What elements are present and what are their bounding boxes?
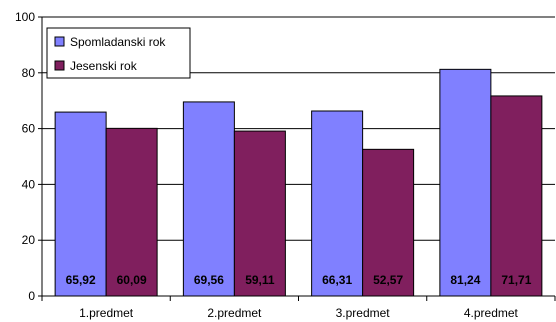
bar bbox=[54, 111, 107, 297]
legend-swatch-spomladanski bbox=[54, 36, 65, 47]
bars: 65,92 60,09 69,56 59,11 66,31 52,57 81,24 71,71 bbox=[54, 68, 543, 297]
bar bbox=[233, 130, 286, 297]
bar-value-label: 52,57 bbox=[373, 273, 403, 287]
legend-box bbox=[46, 27, 191, 79]
y-tick-label: 40 bbox=[22, 177, 36, 191]
x-tick-label: 1.predmet bbox=[79, 306, 134, 320]
bar-value-label: 60,09 bbox=[117, 273, 147, 287]
bar bbox=[105, 127, 158, 297]
bar-value-label: 66,31 bbox=[322, 273, 352, 287]
bar bbox=[311, 110, 364, 297]
bar bbox=[182, 101, 235, 297]
legend-swatch-jesenski bbox=[54, 60, 65, 71]
legend-label-jesenski: Jesenski rok bbox=[70, 59, 138, 73]
legend-label-spomladanski: Spomladanski rok bbox=[70, 35, 166, 49]
y-tick-label: 60 bbox=[22, 122, 36, 136]
bar-value-label: 69,56 bbox=[194, 273, 224, 287]
bar-value-label: 59,11 bbox=[245, 273, 275, 287]
bar-value-label: 81,24 bbox=[450, 273, 480, 287]
x-tick-label: 4.predmet bbox=[464, 306, 519, 320]
y-tick-label: 100 bbox=[15, 10, 35, 24]
bar-value-label: 65,92 bbox=[66, 273, 96, 287]
bar bbox=[439, 68, 492, 297]
bar-value-label: 71,71 bbox=[501, 273, 531, 287]
y-tick-label: 80 bbox=[22, 66, 36, 80]
x-tick-label: 3.predmet bbox=[336, 306, 391, 320]
x-axis: 1.predmet 2.predmet 3.predmet 4.predmet bbox=[41, 295, 556, 320]
bar bbox=[362, 148, 415, 297]
legend: Spomladanski rok Jesenski rok bbox=[46, 27, 191, 79]
x-tick-label: 2.predmet bbox=[207, 306, 262, 320]
y-tick-label: 0 bbox=[28, 289, 35, 303]
y-axis: 0 20 40 60 80 100 bbox=[15, 10, 43, 303]
y-tick-label: 20 bbox=[22, 233, 36, 247]
bar bbox=[490, 95, 543, 297]
